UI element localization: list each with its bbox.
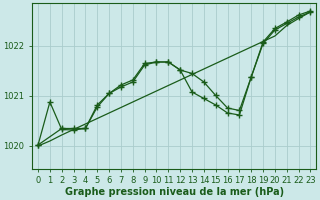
X-axis label: Graphe pression niveau de la mer (hPa): Graphe pression niveau de la mer (hPa) xyxy=(65,187,284,197)
